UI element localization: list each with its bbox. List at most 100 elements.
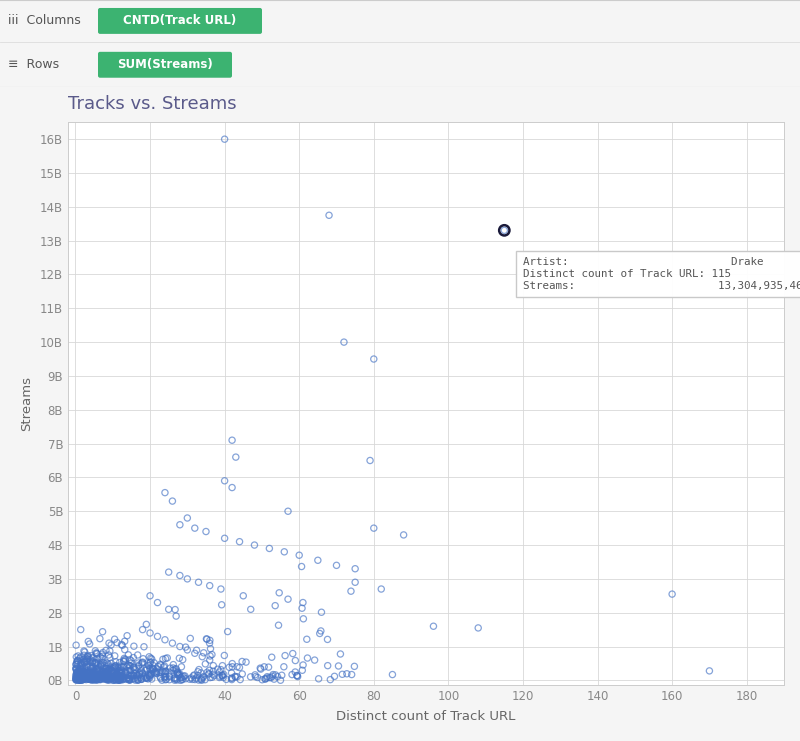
Point — [118, 655, 130, 667]
Point — [73, 673, 86, 685]
Point — [328, 671, 341, 682]
Point — [70, 669, 82, 681]
Point — [187, 670, 200, 682]
Point — [74, 663, 87, 675]
Point — [254, 663, 267, 675]
Point — [334, 648, 347, 660]
Point — [87, 668, 100, 679]
Point — [102, 662, 114, 674]
Point — [199, 658, 212, 670]
Point — [84, 665, 97, 677]
Point — [74, 671, 86, 683]
Point — [74, 659, 87, 671]
Point — [135, 671, 148, 683]
Point — [74, 665, 87, 677]
Point — [103, 652, 116, 664]
Point — [258, 673, 271, 685]
Point — [109, 674, 122, 686]
Point — [86, 660, 99, 672]
Point — [181, 512, 194, 524]
Point — [145, 668, 158, 680]
Point — [97, 647, 110, 659]
Point — [146, 673, 158, 685]
Point — [498, 225, 510, 236]
Point — [136, 657, 149, 668]
Point — [132, 657, 145, 669]
Point — [84, 673, 97, 685]
Point — [144, 663, 157, 675]
Point — [94, 671, 107, 682]
Point — [273, 587, 286, 599]
Point — [108, 661, 121, 673]
Point — [114, 671, 126, 683]
Point — [72, 670, 85, 682]
Point — [105, 669, 118, 681]
Point — [123, 665, 136, 677]
Point — [263, 542, 276, 554]
Point — [144, 590, 157, 602]
Point — [138, 671, 150, 682]
Point — [89, 658, 102, 670]
Point — [386, 668, 399, 680]
Point — [136, 668, 149, 679]
Point — [71, 674, 84, 686]
Point — [143, 669, 156, 681]
Point — [78, 649, 90, 661]
Point — [130, 670, 143, 682]
Point — [88, 673, 101, 685]
Point — [99, 671, 112, 682]
Point — [76, 672, 89, 684]
Point — [297, 613, 310, 625]
Point — [258, 661, 270, 673]
Point — [80, 655, 93, 667]
Point — [90, 669, 102, 681]
Point — [162, 666, 175, 678]
Point — [170, 663, 182, 675]
Point — [78, 666, 90, 678]
Point — [301, 652, 314, 664]
Point — [108, 634, 121, 645]
Point — [269, 669, 282, 681]
Point — [149, 666, 162, 678]
Point — [105, 661, 118, 673]
Point — [104, 673, 117, 685]
Point — [101, 674, 114, 685]
Point — [90, 657, 103, 669]
Point — [101, 674, 114, 686]
Point — [112, 665, 125, 677]
Point — [169, 604, 182, 616]
Point — [71, 671, 84, 682]
Point — [74, 653, 86, 665]
Point — [196, 651, 209, 662]
Point — [96, 667, 109, 679]
Point — [244, 671, 257, 682]
Point — [73, 672, 86, 684]
Point — [99, 673, 112, 685]
Point — [90, 647, 102, 659]
Point — [134, 668, 146, 679]
Point — [119, 665, 132, 677]
Point — [135, 674, 148, 685]
Point — [78, 673, 90, 685]
Point — [114, 664, 126, 676]
Point — [217, 671, 230, 683]
Point — [114, 669, 126, 681]
Point — [157, 654, 170, 665]
Point — [201, 634, 214, 645]
Point — [74, 665, 86, 677]
Point — [82, 656, 94, 668]
Point — [110, 668, 123, 680]
Point — [90, 657, 103, 669]
Point — [71, 673, 84, 685]
Point — [110, 670, 122, 682]
Point — [94, 674, 107, 685]
Point — [83, 668, 96, 679]
Point — [78, 657, 91, 668]
Point — [99, 645, 112, 657]
Point — [124, 674, 137, 685]
Point — [76, 662, 89, 674]
Point — [124, 670, 137, 682]
Point — [146, 659, 159, 671]
Point — [120, 674, 133, 685]
Point — [122, 662, 135, 674]
